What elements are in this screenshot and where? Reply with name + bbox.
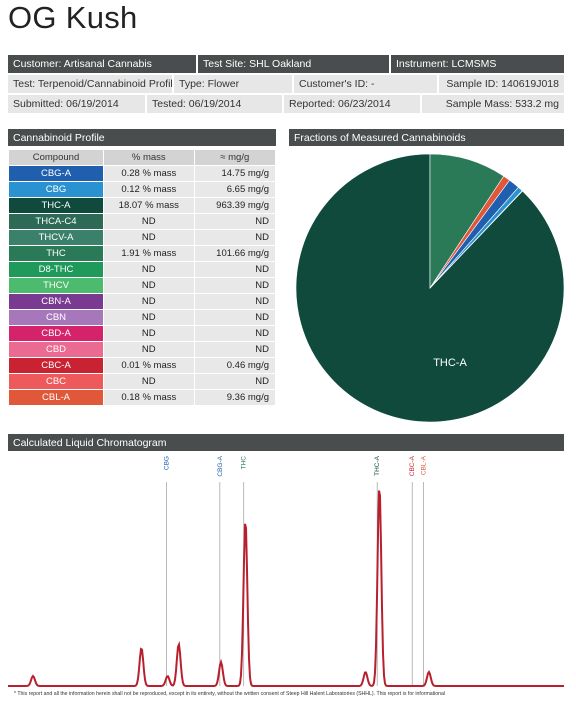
compound-cell: CBN-A (8, 293, 104, 310)
table-row: CBC-A 0.01 % mass 0.46 mg/g (8, 357, 277, 374)
sample-id-field: Sample ID: 140619J018 (439, 75, 564, 93)
table-header-row: Compound % mass ≈ mg/g (8, 149, 277, 166)
table-row: CBL-A 0.18 % mass 9.36 mg/g (8, 389, 277, 406)
cannabinoid-table: Compound % mass ≈ mg/g CBG-A 0.28 % mass 1… (8, 149, 277, 406)
mass-cell: ND (103, 213, 195, 230)
table-row: CBD-A ND ND (8, 325, 277, 342)
mg-cell: ND (193, 261, 277, 278)
table-row: THCV-A ND ND (8, 229, 277, 246)
reported-field: Reported: 06/23/2014 (284, 95, 422, 113)
mass-cell: 18.07 % mass (103, 197, 195, 214)
chromatogram-signal (8, 490, 564, 687)
customer-field: Customer: Artisanal Cannabis (8, 55, 198, 73)
info-row-2: Test: Terpenoid/Cannabinoid Profile Type… (8, 75, 564, 93)
mg-cell: 9.36 mg/g (193, 389, 277, 406)
marker-label: CBG (163, 456, 170, 470)
mg-cell: ND (193, 309, 277, 326)
fractions-heading: Fractions of Measured Cannabinoids (289, 129, 564, 146)
column-header: % mass (103, 149, 195, 166)
table-row: THCV ND ND (8, 277, 277, 294)
compound-cell: CBN (8, 309, 104, 326)
table-row: CBN-A ND ND (8, 293, 277, 310)
compound-cell: CBL-A (8, 389, 104, 406)
compound-cell: CBD-A (8, 325, 104, 342)
instrument-field: Instrument: LCMSMS (391, 55, 564, 73)
pie-slice (429, 190, 523, 289)
compound-cell: THCA-C4 (8, 213, 104, 230)
mass-cell: 0.12 % mass (103, 181, 195, 198)
mg-cell: ND (193, 341, 277, 358)
mg-cell: ND (193, 277, 277, 294)
marker-label: CBC-A (409, 455, 416, 476)
mass-cell: ND (103, 341, 195, 358)
pie-slice (429, 153, 505, 290)
pie-slice-label: THC-A (433, 357, 467, 369)
mass-cell: 0.18 % mass (103, 389, 195, 406)
marker-label: THC-A (374, 455, 381, 476)
table-row: THC-A 18.07 % mass 963.39 mg/g (8, 197, 277, 214)
mg-cell: 6.65 mg/g (193, 181, 277, 198)
customer-id-field: Customer's ID: - (294, 75, 439, 93)
info-row-3: Submitted: 06/19/2014 Tested: 06/19/2014… (8, 95, 564, 113)
mg-cell: ND (193, 293, 277, 310)
mass-cell: 1.91 % mass (103, 245, 195, 262)
column-header: ≈ mg/g (193, 149, 277, 166)
mass-cell: ND (103, 277, 195, 294)
type-field: Type: Flower (174, 75, 294, 93)
compound-cell: CBG (8, 181, 104, 198)
tested-field: Tested: 06/19/2014 (147, 95, 284, 113)
compound-cell: CBD (8, 341, 104, 358)
test-site-field: Test Site: SHL Oakland (198, 55, 391, 73)
marker-label: THC (241, 456, 248, 470)
compound-cell: CBC-A (8, 357, 104, 374)
marker-label: CBG-A (217, 455, 224, 476)
table-row: THCA-C4 ND ND (8, 213, 277, 230)
submitted-field: Submitted: 06/19/2014 (8, 95, 147, 113)
fractions-pie-chart: THC-A (296, 153, 564, 423)
table-row: CBD ND ND (8, 341, 277, 358)
footnote: * This report and all the information he… (14, 691, 446, 697)
mg-cell: ND (193, 325, 277, 342)
mg-cell: ND (193, 229, 277, 246)
chromatogram-heading: Calculated Liquid Chromatogram (8, 434, 564, 451)
mass-cell: ND (103, 325, 195, 342)
test-field: Test: Terpenoid/Cannabinoid Profile (8, 75, 174, 93)
compound-cell: CBC (8, 373, 104, 390)
page-title: OG Kush (8, 0, 138, 35)
compound-cell: THC-A (8, 197, 104, 214)
mass-cell: ND (103, 261, 195, 278)
mg-cell: ND (193, 373, 277, 390)
compound-cell: CBG-A (8, 165, 104, 182)
info-row-1: Customer: Artisanal Cannabis Test Site: … (8, 55, 564, 73)
compound-cell: THCV-A (8, 229, 104, 246)
marker-label: CBL-A (420, 455, 427, 475)
mg-cell: 963.39 mg/g (193, 197, 277, 214)
mass-cell: ND (103, 293, 195, 310)
table-row: CBN ND ND (8, 309, 277, 326)
mass-cell: ND (103, 309, 195, 326)
mass-cell: ND (103, 229, 195, 246)
mass-cell: 0.01 % mass (103, 357, 195, 374)
mg-cell: 14.75 mg/g (193, 165, 277, 182)
mass-cell: ND (103, 373, 195, 390)
table-row: THC 1.91 % mass 101.66 mg/g (8, 245, 277, 262)
table-row: CBC ND ND (8, 373, 277, 390)
compound-cell: THCV (8, 277, 104, 294)
sample-mass-field: Sample Mass: 533.2 mg (422, 95, 564, 113)
column-header: Compound (8, 149, 104, 166)
chromatogram-chart: CBG CBG-A THC THC-A CBC-A CBL-A (8, 455, 564, 687)
mg-cell: 101.66 mg/g (193, 245, 277, 262)
cannabinoid-profile-heading: Cannabinoid Profile (8, 129, 276, 146)
table-row: CBG-A 0.28 % mass 14.75 mg/g (8, 165, 277, 182)
table-row: D8-THC ND ND (8, 261, 277, 278)
compound-cell: D8-THC (8, 261, 104, 278)
mg-cell: ND (193, 213, 277, 230)
mass-cell: 0.28 % mass (103, 165, 195, 182)
table-row: CBG 0.12 % mass 6.65 mg/g (8, 181, 277, 198)
compound-cell: THC (8, 245, 104, 262)
mg-cell: 0.46 mg/g (193, 357, 277, 374)
